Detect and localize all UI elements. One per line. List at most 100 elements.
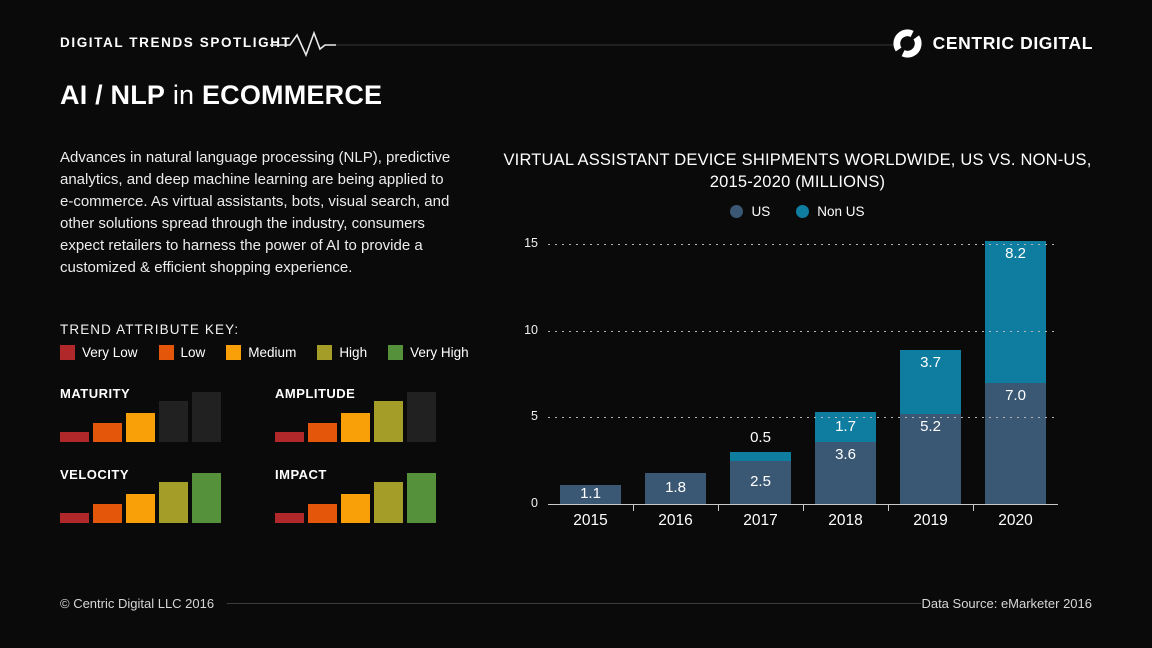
bars-row: 1.1 1.8 2.5 0.5 3.6 1.7 5.2 3.7 7.0 8.2: [548, 240, 1058, 504]
bar-value-label: 1.1: [580, 485, 601, 503]
axis-tick: [633, 504, 634, 511]
gridline: [548, 244, 1058, 245]
attribute-bar: [93, 504, 122, 523]
key-swatch: [60, 345, 75, 360]
legend-dot-icon: [796, 205, 810, 218]
bar-segment-us: [900, 413, 961, 504]
page-title: AI / NLP in ECOMMERCE: [60, 80, 382, 111]
mini-chart-title: MATURITY: [60, 386, 131, 401]
key-item: High: [317, 345, 367, 360]
chart-title: VIRTUAL ASSISTANT DEVICE SHIPMENTS WORLD…: [500, 149, 1095, 193]
attribute-bar: [126, 413, 155, 442]
attribute-bar: [60, 432, 89, 442]
bar-slot: 1.1: [548, 244, 633, 504]
bar-segment-us: [560, 484, 621, 504]
attribute-bar: [341, 413, 370, 442]
bar-slot: 1.8: [633, 244, 718, 504]
key-label: Low: [180, 345, 206, 360]
bar-segment-us: [815, 441, 876, 504]
bar-value-label: 1.7: [835, 417, 856, 435]
bar-value-label: 2.5: [750, 473, 771, 491]
legend-item: US: [730, 204, 770, 219]
gridline: [548, 417, 1058, 419]
bar-segment-us: [730, 460, 791, 504]
brand-name: CENTRIC DIGITAL: [932, 33, 1093, 53]
key-item: Very Low: [60, 345, 138, 360]
attribute-bar: [407, 473, 436, 523]
x-axis-label: 2016: [658, 512, 693, 529]
legend-label: US: [751, 204, 771, 219]
legend-label: Non US: [817, 204, 865, 219]
attribute-bar: [159, 401, 188, 442]
page-title-suffix: ECOMMERCE: [201, 80, 383, 110]
axis-tick: [718, 504, 719, 511]
brand-logo: CENTRIC DIGITAL: [891, 27, 1093, 60]
bar-value-label: 7.0: [1005, 386, 1026, 404]
mini-chart-bars: [275, 392, 436, 442]
x-axis-label: 2020: [998, 512, 1033, 529]
bar-value-label: 3.6: [835, 445, 856, 463]
attribute-bar: [407, 392, 436, 442]
key-label: Very High: [410, 345, 469, 360]
attribute-bar: [192, 473, 221, 523]
mini-chart-bars: [60, 473, 221, 523]
bar-value-label: 5.2: [920, 417, 941, 435]
x-axis-label: 2017: [743, 512, 778, 529]
y-axis-label: 0: [531, 496, 538, 510]
attribute-bar: [60, 513, 89, 523]
eyebrow-text: DIGITAL TRENDS SPOTLIGHT: [60, 35, 292, 50]
page-title-connector: in: [172, 80, 195, 110]
chart-title-line1: VIRTUAL ASSISTANT DEVICE SHIPMENTS WORLD…: [503, 151, 1092, 169]
mini-chart-velocity: VELOCITY: [60, 467, 232, 523]
key-swatch: [317, 345, 333, 360]
key-item: Very High: [388, 345, 469, 360]
key-label: High: [339, 345, 368, 360]
bar-segment-us: [645, 472, 706, 504]
y-axis-label: 15: [524, 236, 538, 250]
attribute-bar: [308, 504, 337, 523]
footer-source: Data Source: eMarketer 2016: [921, 596, 1092, 611]
key-item: Medium: [226, 345, 296, 360]
mini-chart-title: AMPLITUDE: [275, 386, 356, 401]
axis-tick: [803, 504, 804, 511]
bar-value-label: 8.2: [1005, 244, 1026, 262]
mini-chart-bars: [60, 392, 221, 442]
key-swatch: [158, 345, 174, 360]
mini-chart-title: IMPACT: [275, 467, 327, 482]
bar-value-label: 0.5: [750, 429, 771, 446]
plot-area: 1.1 1.8 2.5 0.5 3.6 1.7 5.2 3.7 7.0 8.2 0 5 10 15: [524, 236, 1058, 511]
attribute-bar: [126, 494, 155, 523]
footer-copyright: © Centric Digital LLC 2016: [60, 596, 215, 611]
bar-value-label: 1.8: [665, 479, 686, 497]
bar-segment-nonus: [900, 349, 961, 414]
bar-slot: 5.2 3.7: [888, 244, 973, 504]
attribute-key-legend: Very Low Low Medium High Very High: [60, 345, 469, 360]
mini-chart-title: VELOCITY: [60, 467, 130, 482]
pulse-line-icon: [270, 31, 900, 58]
mini-chart-maturity: MATURITY: [60, 386, 232, 442]
bar-slot: 3.6 1.7: [803, 244, 888, 504]
legend-item: Non US: [796, 204, 865, 219]
legend-dot-icon: [730, 205, 744, 218]
attribute-bar: [275, 432, 304, 442]
attribute-key-title: TREND ATTRIBUTE KEY:: [60, 322, 240, 337]
mini-chart-amplitude: AMPLITUDE: [275, 386, 447, 442]
chart-title-line2: 2015-2020 (MILLIONS): [709, 173, 886, 191]
y-axis-label: 10: [524, 322, 538, 337]
bar-slot: 7.0 8.2: [973, 240, 1058, 504]
x-axis-labels: 2015 2016 2017 2018 2019 2020: [548, 512, 1058, 530]
attribute-bar: [341, 494, 370, 523]
x-axis-label: 2015: [573, 512, 608, 529]
gridline: [548, 330, 1058, 332]
key-item: Low: [158, 345, 206, 360]
footer-divider: [227, 603, 921, 604]
bar-segment-nonus: [815, 412, 876, 442]
attribute-bar: [374, 401, 403, 442]
bar-segment-us: [985, 382, 1046, 504]
bar-slot: 2.5 0.5: [718, 244, 803, 504]
attribute-bar: [93, 423, 122, 442]
page-title-main: AI / NLP: [60, 80, 166, 110]
axis-tick: [888, 504, 889, 511]
bar-segment-nonus: [730, 452, 791, 461]
